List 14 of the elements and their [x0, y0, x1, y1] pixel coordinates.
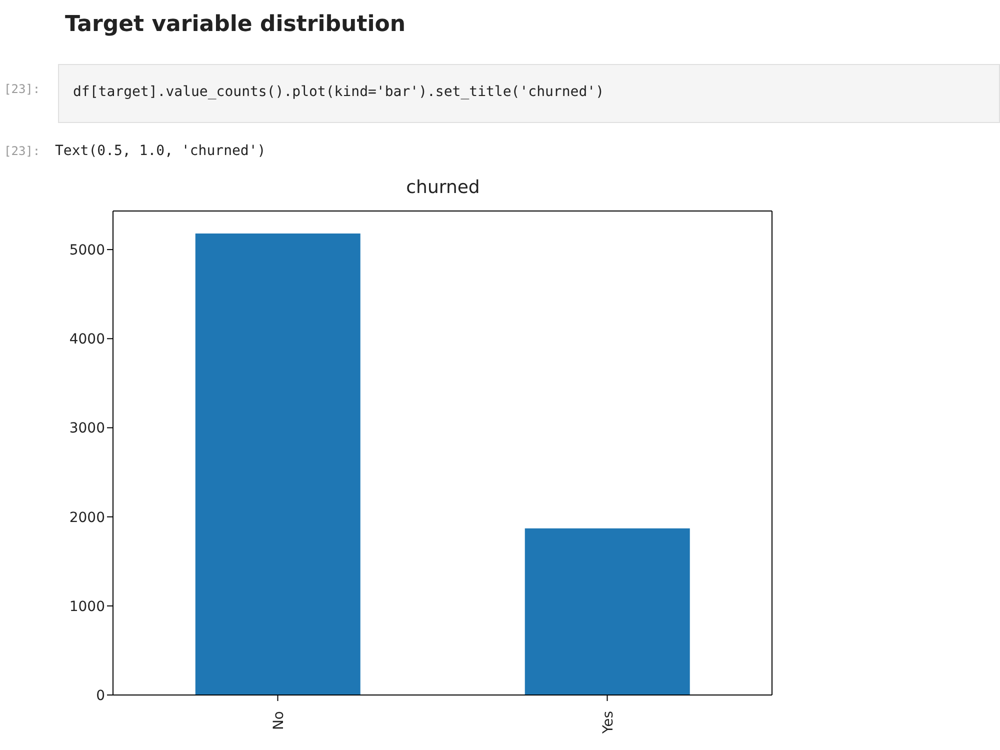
x-tick-label: No: [270, 711, 287, 730]
chart-title: churned: [405, 177, 481, 198]
y-tick-label: 5000: [69, 242, 105, 259]
y-tick-label: 1000: [69, 598, 105, 615]
y-tick-label: 3000: [69, 420, 105, 437]
text: Target variable distribution: [65, 12, 406, 37]
text: [23]:: [4, 144, 40, 158]
text: Text(0.5, 1.0, 'churned'): [55, 143, 266, 159]
text: [23]:: [4, 82, 40, 96]
y-tick-label: 2000: [69, 510, 105, 526]
text: df[target].value_counts().plot(kind='bar').set_title('churned'): [73, 84, 604, 100]
x-tick-label: Yes: [600, 711, 616, 735]
y-tick-label: 0: [96, 688, 105, 704]
y-tick-label: 4000: [69, 332, 105, 348]
